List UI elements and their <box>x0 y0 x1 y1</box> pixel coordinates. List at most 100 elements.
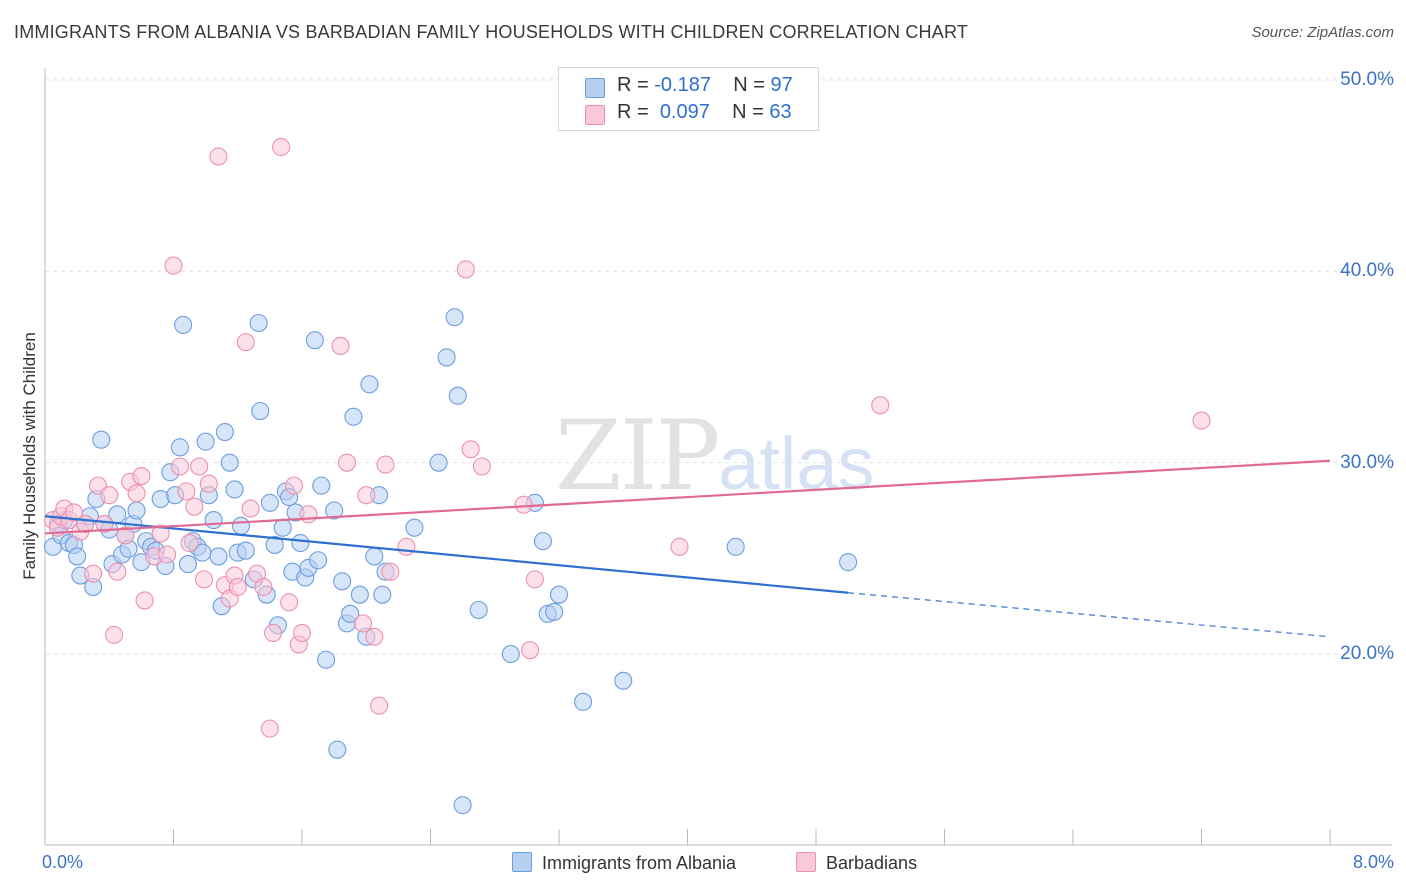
barbadian-point <box>209 147 228 166</box>
barbadian-point <box>272 137 291 157</box>
barbadian-point <box>105 625 124 644</box>
correlation-legend: R = -0.187 N = 97 R = 0.097 N = 63 <box>558 67 819 131</box>
albania-point <box>453 796 472 815</box>
barbadian-point <box>670 537 689 556</box>
x-tick-label-max: 8.0% <box>1352 852 1394 872</box>
legend-item-barbadians[interactable]: Barbadians <box>796 852 917 874</box>
r-value: -0.187 <box>654 74 711 96</box>
albania-point <box>225 480 244 499</box>
albania-point <box>501 644 520 664</box>
albania-point <box>549 585 569 604</box>
barbadian-point <box>135 591 154 610</box>
albania-point <box>445 308 464 327</box>
legend-item-albania[interactable]: Immigrants from Albania <box>512 852 736 874</box>
n-value: 97 <box>770 74 793 96</box>
barbadian-point <box>376 455 395 474</box>
albania-point <box>405 518 424 537</box>
y-tick-label: 30.0% <box>1340 451 1394 473</box>
barbadian-point <box>292 623 312 643</box>
barbadian-point <box>241 499 260 518</box>
albania-legend-swatch <box>512 852 532 872</box>
albania-point <box>317 650 336 669</box>
y-tick-label: 40.0% <box>1340 260 1394 282</box>
albania-trend-line-extension <box>848 592 1331 638</box>
albania-point <box>333 572 352 591</box>
barbadian-point <box>170 457 189 476</box>
barbadian-point <box>158 545 177 564</box>
barbadian-point <box>521 641 540 660</box>
albania-point <box>545 602 564 621</box>
barbadian-point <box>199 474 218 493</box>
n-label: N = <box>732 101 764 123</box>
albania-point <box>373 585 392 604</box>
barbadian-point <box>151 524 170 543</box>
albania-point <box>328 740 347 759</box>
barbadians-swatch <box>585 105 605 125</box>
albania-point <box>365 547 384 566</box>
barbadian-point <box>299 505 318 524</box>
albania-point <box>309 551 328 570</box>
albania-point <box>325 501 344 520</box>
albania-point <box>215 423 234 442</box>
albania-point <box>344 407 363 426</box>
barbadian-point <box>84 564 103 583</box>
albania-point <box>574 692 593 711</box>
albania-point <box>127 501 146 520</box>
albania-point <box>92 430 111 449</box>
barbadian-point <box>194 570 214 589</box>
albania-point <box>305 331 324 350</box>
barbadian-point <box>381 562 400 581</box>
albania-point <box>312 476 331 495</box>
albania-point <box>265 535 284 554</box>
barbadian-point <box>264 623 283 643</box>
albania-point <box>360 375 379 394</box>
watermark: ZIPatlas <box>555 400 875 512</box>
barbadian-point <box>337 453 357 472</box>
albania-point <box>350 585 369 604</box>
barbadian-point <box>180 533 199 553</box>
albania-point <box>220 453 239 472</box>
barbadian-point <box>357 486 376 505</box>
barbadian-point <box>461 440 480 459</box>
r-label: R = <box>617 101 649 123</box>
barbadian-point <box>254 577 273 597</box>
y-axis-label: Family Households with Children <box>20 332 39 580</box>
barbadian-point <box>365 627 384 646</box>
albania-point <box>429 453 448 472</box>
y-tick-label: 50.0% <box>1340 69 1394 90</box>
albania-point <box>251 401 270 421</box>
barbadian-point <box>260 719 279 738</box>
albania-stats: R = -0.187 N = 97 <box>617 74 793 97</box>
barbadian-point <box>397 537 416 556</box>
barbadian-point <box>331 336 350 356</box>
barbadian-point <box>871 396 890 415</box>
barbadian-point <box>190 457 209 476</box>
albania-point <box>341 604 360 623</box>
barbadian-point <box>108 562 127 581</box>
albania-point <box>533 532 552 551</box>
albania-point <box>209 547 228 566</box>
albania-point <box>260 493 279 512</box>
albania-swatch <box>585 78 605 98</box>
barbadian-point <box>280 593 299 612</box>
barbadian-point <box>370 696 389 715</box>
albania-point <box>273 518 292 537</box>
barbadian-point <box>525 570 544 589</box>
barbadian-point <box>236 333 255 352</box>
barbadian-point <box>100 486 119 505</box>
n-value: 63 <box>769 101 792 123</box>
albania-point <box>291 533 310 553</box>
barbadian-point <box>456 260 475 279</box>
barbadians-legend-swatch <box>796 852 816 872</box>
barbadian-point <box>353 614 373 633</box>
barbadian-point <box>116 526 135 545</box>
barbadian-point <box>1192 411 1211 430</box>
barbadians-legend-label: Barbadians <box>826 853 918 873</box>
albania-point <box>839 553 858 572</box>
albania-point <box>726 537 745 556</box>
barbadian-point <box>284 476 304 495</box>
barbadian-point <box>64 503 83 522</box>
barbadian-point <box>185 497 204 516</box>
x-tick-label-min: 0.0% <box>42 852 84 872</box>
